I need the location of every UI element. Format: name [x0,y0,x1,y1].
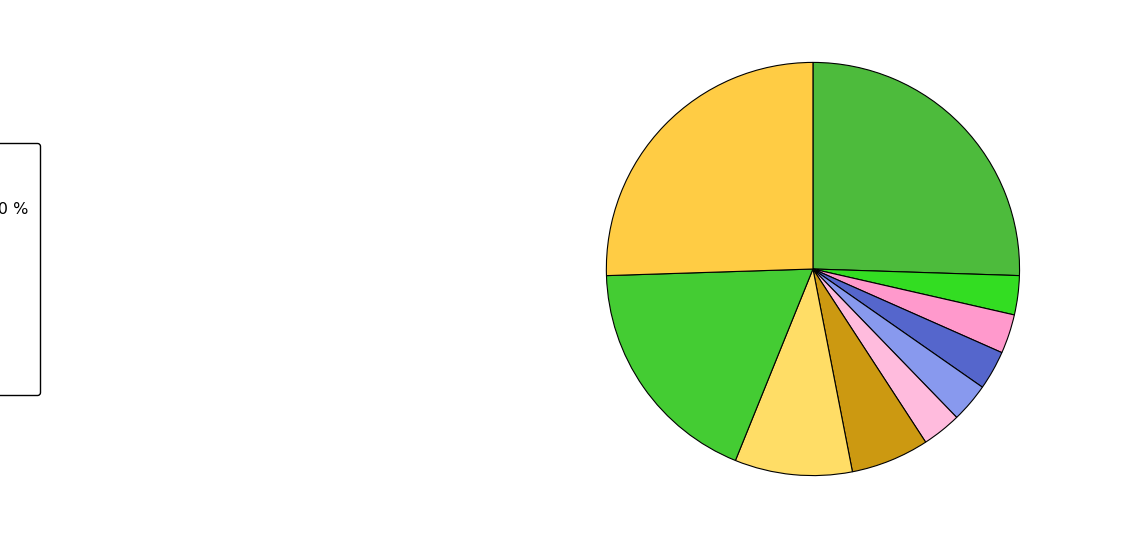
Wedge shape [607,269,813,461]
Wedge shape [813,269,1014,352]
Wedge shape [813,269,957,442]
Wedge shape [813,269,925,472]
Wedge shape [813,62,1019,275]
Wedge shape [813,269,1019,315]
Wedge shape [735,269,852,476]
Wedge shape [813,269,982,417]
Legend: endometrium - 25.00 %, lung - 25.00 %, haematopoietic_and_lymphoid_tissue - 18.0: endometrium - 25.00 %, lung - 25.00 %, h… [0,143,40,395]
Wedge shape [607,62,813,275]
Wedge shape [813,269,1002,387]
